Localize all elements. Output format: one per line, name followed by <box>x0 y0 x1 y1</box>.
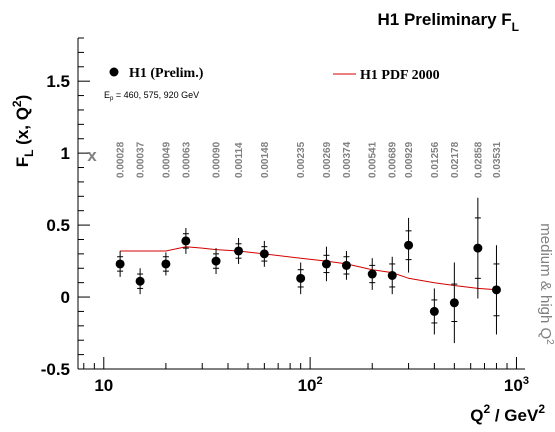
data-point <box>321 246 331 282</box>
xbj-label: 0.01256 <box>430 141 441 178</box>
data-marker <box>429 306 439 316</box>
xbj-label: 0.00063 <box>181 141 192 178</box>
y-tick-label: 0.5 <box>46 216 70 235</box>
y-tick-label: 0 <box>61 288 70 307</box>
data-marker <box>135 276 145 286</box>
data-point <box>387 256 397 295</box>
data-point <box>259 240 269 267</box>
data-marker <box>404 240 414 250</box>
data-point <box>296 262 306 295</box>
data-marker <box>296 273 306 283</box>
xbj-label: 0.00929 <box>404 141 415 178</box>
x-axis-ticks: 10 102 103 <box>83 357 529 395</box>
xbj-label: 0.00541 <box>368 141 379 178</box>
legend-data-marker <box>109 67 119 77</box>
y-axis-ticks: -0.5 0 0.5 1 1.5 <box>41 37 90 379</box>
x-tick-label: 103 <box>504 375 529 395</box>
side-label: medium & high Q2 <box>537 223 555 345</box>
pdf-curve <box>120 246 497 291</box>
data-point <box>115 250 125 277</box>
y-tick-label: 1 <box>61 144 70 163</box>
xbj-label: 0.00049 <box>161 141 172 178</box>
xbj-label: 0.00269 <box>322 141 333 178</box>
xbj-label: 0.02178 <box>450 141 461 178</box>
xbj-label: 0.03531 <box>492 141 503 178</box>
xbj-label: 0.00374 <box>342 141 353 178</box>
xbj-label: 0.00114 <box>234 142 245 178</box>
xbj-label: 0.00235 <box>296 141 307 178</box>
x-values-label: x <box>87 146 97 165</box>
x-tick-label: 10 <box>94 376 113 395</box>
data-point <box>449 262 459 344</box>
data-point <box>181 227 191 254</box>
xbj-label: 0.00037 <box>136 141 147 178</box>
data-marker <box>211 256 221 266</box>
data-point <box>135 268 145 295</box>
data-point <box>341 250 351 280</box>
data-marker <box>115 259 125 269</box>
data-point <box>161 252 171 276</box>
data-marker <box>321 259 331 269</box>
legend: H1 (Prelim.) Ep = 460, 575, 920 GeV H1 P… <box>104 66 440 102</box>
data-marker <box>387 270 397 280</box>
data-point <box>404 217 414 273</box>
data-point <box>211 248 221 275</box>
data-marker <box>491 285 501 295</box>
data-marker <box>181 236 191 246</box>
xbj-label: 0.00090 <box>212 141 223 178</box>
data-point <box>429 288 439 335</box>
y-tick-label: -0.5 <box>41 360 70 379</box>
data-marker <box>367 269 377 279</box>
data-point <box>473 197 483 299</box>
data-point <box>491 245 501 335</box>
data-points <box>115 197 501 344</box>
xbj-label: 0.00689 <box>388 141 399 178</box>
data-marker <box>341 260 351 270</box>
chart-title: H1 Preliminary FL <box>377 10 519 34</box>
plot-area <box>77 38 525 370</box>
data-point <box>234 238 244 264</box>
data-marker <box>449 298 459 308</box>
data-marker <box>259 249 269 259</box>
data-marker <box>473 243 483 253</box>
legend-pdf-label: H1 PDF 2000 <box>360 68 440 83</box>
legend-data-label: H1 (Prelim.) <box>129 66 204 81</box>
x-tick-label: 102 <box>298 375 323 395</box>
x-axis-label: Q2 / GeV2 <box>470 402 545 425</box>
xbj-label: 0.00028 <box>116 141 127 178</box>
xbj-label: 0.02858 <box>473 141 484 178</box>
data-marker <box>234 246 244 256</box>
y-axis-label: FL (x, Q2) <box>10 95 36 168</box>
xbj-label: 0.00148 <box>260 141 271 178</box>
xbj-labels: 0.00028 0.00037 0.00049 0.00063 0.00090 0.001… <box>116 141 503 178</box>
data-marker <box>161 259 171 269</box>
data-point <box>367 258 377 290</box>
legend-beam-energies: Ep = 460, 575, 920 GeV <box>104 90 199 102</box>
y-tick-label: 1.5 <box>46 72 70 91</box>
